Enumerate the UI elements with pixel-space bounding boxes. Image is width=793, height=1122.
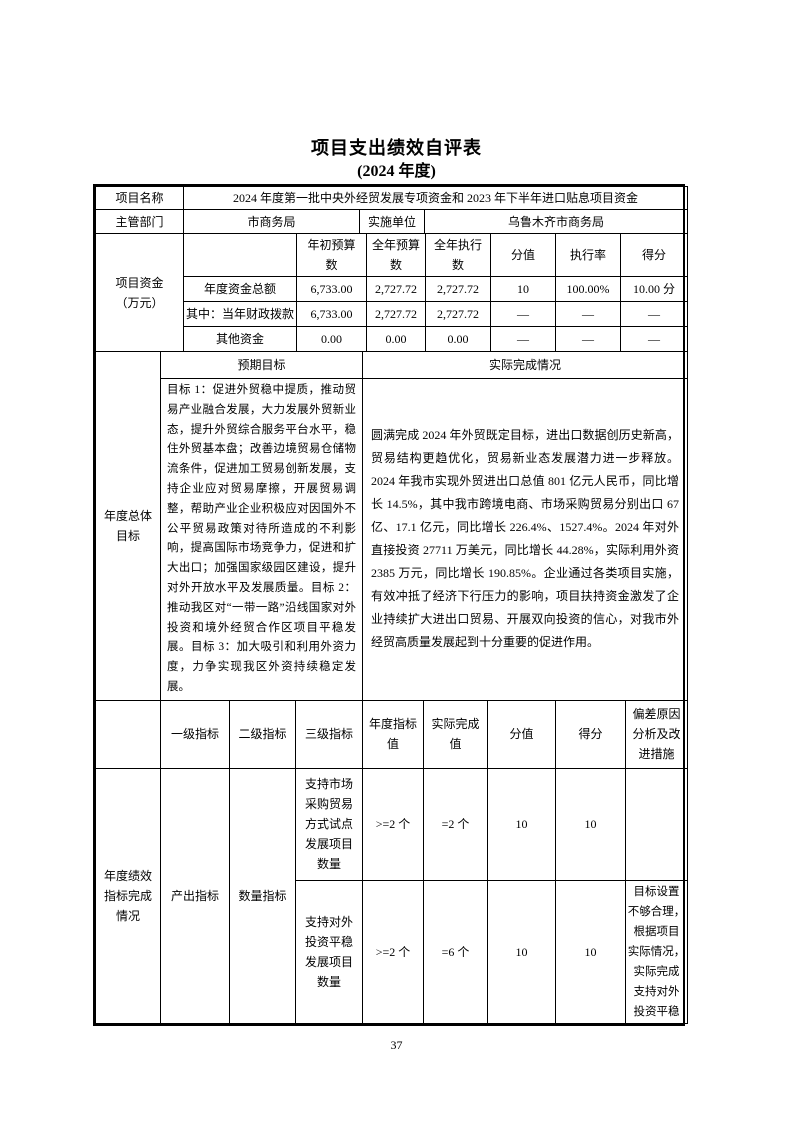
funding-cell: — — [620, 301, 688, 327]
expected-goal-text: 目标 1：促进外贸稳中提质，推动贸易产业融合发展，大力发展外贸新业态，提升外贸综… — [160, 378, 363, 701]
funding-cell: 0.00 — [296, 326, 367, 352]
indicators-header-level2: 二级指标 — [229, 699, 296, 769]
funding-cell: — — [555, 326, 621, 352]
page-number: 37 — [390, 1038, 403, 1052]
indicator-level3-value: 支持市场 采购贸易 方式试点 发展项目 数量 — [295, 767, 363, 881]
funding-cell: — — [490, 326, 556, 352]
indicator-score-value: 10 — [487, 879, 556, 1024]
funding-cell: 2,727.72 — [366, 276, 426, 302]
indicators-header-deviation: 偏差原因 分析及改 进措施 — [625, 699, 688, 769]
indicator-level3-value: 支持对外 投资平稳 发展项目 数量 — [295, 879, 363, 1024]
page-title: 项目支出绩效自评表 — [311, 138, 482, 158]
funding-header-initial-budget: 年初预算 数 — [296, 233, 367, 277]
funding-cell: 2,727.72 — [366, 301, 426, 327]
indicators-header-level3: 三级指标 — [295, 699, 363, 769]
indicator-score-value: 10 — [487, 767, 556, 881]
funding-header-executed: 全年执行 数 — [425, 233, 491, 277]
funding-row-label: 其中：当年财政拨款 — [183, 301, 297, 327]
funding-cell: 6,733.00 — [296, 301, 367, 327]
funding-cell: — — [620, 326, 688, 352]
page-subtitle: (2024 年度) — [357, 163, 436, 180]
funding-header-score-value: 分值 — [490, 233, 556, 277]
annual-goal-section: 年度总体 目标 预期目标 实际完成情况 目标 1：促进外贸稳中提质，推动贸易产业… — [95, 351, 688, 701]
funding-cell: 2,727.72 — [425, 301, 491, 327]
department-label: 主管部门 — [95, 209, 184, 234]
funding-cell: 100.00% — [555, 276, 621, 302]
indicator-score: 10 — [555, 767, 626, 881]
funding-cell: — — [490, 301, 556, 327]
funding-header-score: 得分 — [620, 233, 688, 277]
indicators-header-target: 年度指标 值 — [362, 699, 424, 769]
actual-completion-text: 圆满完成 2024 年外贸既定目标，进出口数据创历史新高，贸易结构更趋优化，贸易… — [362, 378, 688, 701]
funding-row-label: 其他资金 — [183, 326, 297, 352]
table-row: 年度绩效 指标完成 情况 产出指标 数量指标 支持市场 采购贸易 方式试点 发展… — [95, 767, 688, 1024]
self-evaluation-table: 项目名称 2024 年度第一批中央外经贸发展专项资金和 2023 年下半年进口贴… — [93, 184, 689, 1026]
indicators-header-level1: 一级指标 — [160, 699, 230, 769]
indicators-header-score: 得分 — [555, 699, 626, 769]
funding-cell: 0.00 — [425, 326, 491, 352]
funding-cell: 6,733.00 — [296, 276, 367, 302]
expected-goal-header: 预期目标 — [160, 351, 363, 379]
funding-header-annual-budget: 全年预算 数 — [366, 233, 426, 277]
project-name-value: 2024 年度第一批中央外经贸发展专项资金和 2023 年下半年进口贴息项目资金 — [182, 186, 689, 210]
indicators-empty-cell — [95, 699, 161, 769]
funding-header-execution-rate: 执行率 — [555, 233, 621, 277]
indicators-header-actual: 实际完成 值 — [423, 699, 488, 769]
funding-stub: 项目资金 （万元） — [95, 233, 184, 352]
table-row: 支持对外 投资平稳 发展项目 数量 >=2 个 =6 个 10 10 目标设置 … — [96, 879, 688, 1024]
table-row: 其他资金 0.00 0.00 0.00 — — — — [96, 326, 688, 352]
funding-cell: 0.00 — [366, 326, 426, 352]
funding-cell: 2,727.72 — [425, 276, 491, 302]
funding-row-label: 年度资金总额 — [183, 276, 297, 302]
funding-cell: — — [555, 301, 621, 327]
table-row: 年度资金总额 6,733.00 2,727.72 2,727.72 10 100… — [96, 276, 688, 302]
funding-empty-cell — [183, 233, 297, 277]
annual-goal-stub: 年度总体 目标 — [95, 351, 161, 701]
indicator-target-value: >=2 个 — [362, 879, 424, 1024]
indicator-deviation — [625, 767, 688, 881]
funding-cell: 10 — [490, 276, 556, 302]
indicator-score: 10 — [555, 879, 626, 1024]
indicator-target-value: >=2 个 — [362, 767, 424, 881]
project-name-label: 项目名称 — [95, 186, 184, 210]
indicators-header-score-value: 分值 — [487, 699, 556, 769]
actual-completion-header: 实际完成情况 — [362, 351, 688, 379]
project-info-section: 项目名称 2024 年度第一批中央外经贸发展专项资金和 2023 年下半年进口贴… — [95, 186, 689, 234]
funding-section: 项目资金 （万元） 年初预算 数 全年预算 数 全年执行 数 分值 执行率 得分… — [95, 233, 688, 352]
department-value: 市商务局 — [183, 209, 360, 234]
indicator-level1-value: 产出指标 — [160, 767, 230, 1024]
indicator-level2-value: 数量指标 — [229, 767, 296, 1024]
indicator-actual-value: =2 个 — [423, 767, 488, 881]
indicators-stub: 年度绩效 指标完成 情况 — [95, 767, 161, 1024]
implement-unit-label: 实施单位 — [359, 209, 425, 234]
funding-cell: 10.00 分 — [620, 276, 688, 302]
table-row: 其中：当年财政拨款 6,733.00 2,727.72 2,727.72 — —… — [96, 301, 688, 327]
indicator-actual-value: =6 个 — [423, 879, 488, 1024]
implement-unit-value: 乌鲁木齐市商务局 — [423, 209, 689, 234]
indicator-deviation: 目标设置 不够合理， 根据项目 实际情况， 实际完成 支持对外 投资平稳 — [625, 879, 688, 1024]
indicators-section: 一级指标 二级指标 三级指标 年度指标 值 实际完成 值 分值 得分 偏差原因 … — [95, 699, 688, 1024]
